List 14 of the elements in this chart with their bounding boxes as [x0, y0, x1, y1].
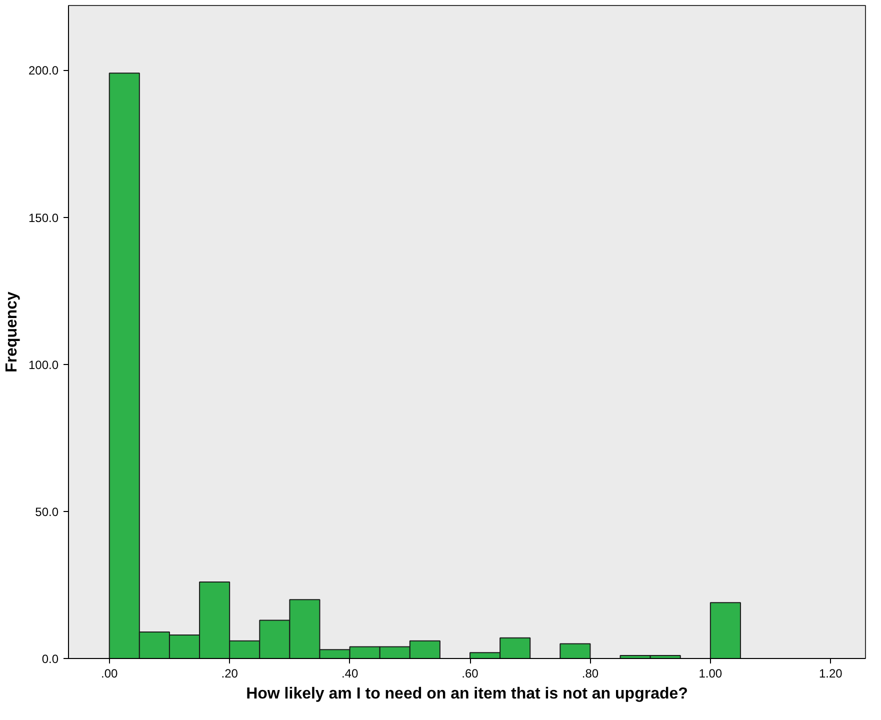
y-tick-label: 0.0 [42, 652, 59, 666]
y-axis-title: Frequency [3, 291, 20, 372]
x-tick-label: 1.20 [818, 666, 843, 680]
y-tick-label: 200.0 [28, 64, 59, 78]
x-tick-label: .00 [101, 666, 118, 680]
x-tick-label: .80 [582, 666, 599, 680]
y-tick-label: 50.0 [35, 504, 59, 519]
y-tick-label: 150.0 [28, 210, 59, 225]
y-tick-label: 100.0 [28, 358, 59, 372]
x-axis-title: How likely am I to need on an item that is not an upgrade? [246, 686, 688, 702]
x-tick-label: 1.00 [698, 666, 722, 680]
x-tick-label: .20 [221, 666, 238, 680]
x-tick-label: .40 [341, 666, 358, 680]
x-tick-label: .60 [462, 666, 479, 680]
